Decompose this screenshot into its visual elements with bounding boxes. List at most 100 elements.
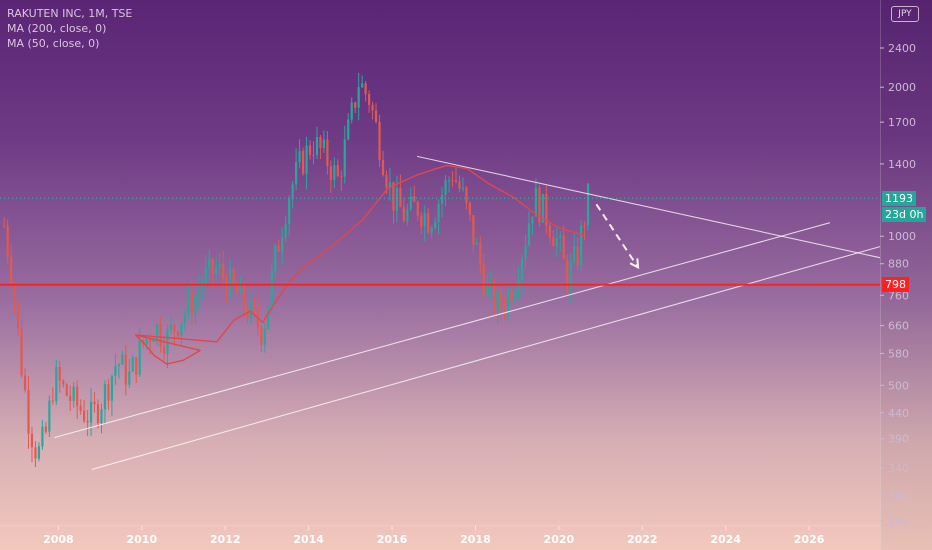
y-tick-label: 440 <box>888 407 909 420</box>
candle-body <box>333 165 336 181</box>
candle-body <box>361 83 364 88</box>
candle-body <box>218 263 221 268</box>
candle-body <box>34 447 37 459</box>
candle-body <box>392 182 395 211</box>
candle-body <box>395 187 399 211</box>
candle-body <box>573 246 576 262</box>
candle-body <box>555 237 558 247</box>
candle-body <box>176 331 180 337</box>
candle-body <box>447 180 451 182</box>
candle-body <box>586 183 590 226</box>
y-tick-label: 880 <box>888 258 909 271</box>
y-tick-label: 340 <box>888 462 909 475</box>
candle-body <box>440 194 444 204</box>
trendline <box>91 246 881 471</box>
candle-body <box>3 225 6 227</box>
candle-body <box>454 180 458 182</box>
candle-body <box>496 290 499 311</box>
candle-body <box>566 259 569 293</box>
candle-body <box>187 292 190 314</box>
candle-body <box>295 162 298 185</box>
candle-body <box>107 384 110 401</box>
candle-body <box>281 237 284 252</box>
x-tick-label: 2010 <box>126 533 157 546</box>
candle-body <box>76 386 79 406</box>
candle-body <box>103 384 107 410</box>
candle-body <box>319 137 322 148</box>
candle-body <box>340 176 343 178</box>
candle-body <box>232 268 235 284</box>
candle-body <box>242 283 246 308</box>
candle-body <box>430 227 433 233</box>
candle-body <box>284 224 287 238</box>
candle-body <box>183 313 186 323</box>
candle-body <box>208 258 211 269</box>
projection-arrow-head <box>629 258 640 270</box>
y-tick-label: 1400 <box>888 158 916 171</box>
candle-body <box>10 256 13 286</box>
candle-body <box>559 235 562 238</box>
x-tick-label: 2016 <box>377 533 408 546</box>
candle-body <box>274 245 277 272</box>
candle-body <box>162 346 166 354</box>
candle-body <box>100 409 103 423</box>
currency-button[interactable]: JPY <box>891 6 919 22</box>
y-tick-label: 2400 <box>888 42 916 55</box>
y-tick-label: 580 <box>888 347 909 360</box>
candle-body <box>20 328 23 376</box>
candle-body <box>13 285 16 303</box>
candle-body <box>562 235 565 260</box>
x-tick-label: 2008 <box>43 533 74 546</box>
trendline <box>416 155 881 259</box>
candle-body <box>131 357 134 372</box>
candle-body <box>79 405 82 411</box>
trendline <box>54 222 831 439</box>
y-tick-label: 760 <box>888 289 909 302</box>
candle-body <box>201 285 204 291</box>
candle-body <box>409 196 412 210</box>
candle-body <box>48 400 51 432</box>
candle-body <box>437 203 440 222</box>
candle-body <box>472 215 475 245</box>
candle-body <box>451 180 454 182</box>
candle-body <box>552 237 555 247</box>
y-tick-label: 1000 <box>888 230 916 243</box>
candle-body <box>580 225 583 266</box>
x-tick-label: 2020 <box>544 533 575 546</box>
y-tick-label: 660 <box>888 320 909 333</box>
candle-body <box>55 366 58 402</box>
ma200-label[interactable]: MA (200, close, 0) <box>7 22 107 35</box>
candle-body <box>336 165 339 177</box>
price-axis-panel <box>880 0 932 550</box>
candle-body <box>482 264 485 296</box>
candle-body <box>228 268 232 297</box>
candle-body <box>190 292 193 315</box>
candle-body <box>534 187 538 217</box>
candle-body <box>215 267 218 275</box>
candle-body <box>194 294 197 315</box>
candle-body <box>364 83 367 95</box>
candle-body <box>51 400 54 402</box>
candle-body <box>114 366 117 376</box>
candle-body <box>461 187 465 189</box>
candle-body <box>406 209 409 222</box>
candle-body <box>41 426 44 447</box>
candle-body <box>434 221 437 228</box>
y-axis: 266 300 340 390 440 500 580 660 760 880 1000 1400 17… <box>880 42 916 528</box>
candle-body <box>381 159 385 176</box>
candle-body <box>166 329 169 354</box>
ma50-label[interactable]: MA (50, close, 0) <box>7 37 100 50</box>
candle-body <box>72 386 75 401</box>
candle-body <box>413 196 416 203</box>
candle-body <box>423 213 426 227</box>
candle-body <box>16 302 20 329</box>
candle-body <box>152 339 155 342</box>
x-tick-label: 2026 <box>794 533 825 546</box>
candle-body <box>239 283 242 294</box>
candle-body <box>527 223 531 246</box>
y-tick-label: 300 <box>888 489 909 502</box>
x-tick-label: 2014 <box>293 533 324 546</box>
symbol-title[interactable]: RAKUTEN INC, 1M, TSE <box>7 7 133 20</box>
